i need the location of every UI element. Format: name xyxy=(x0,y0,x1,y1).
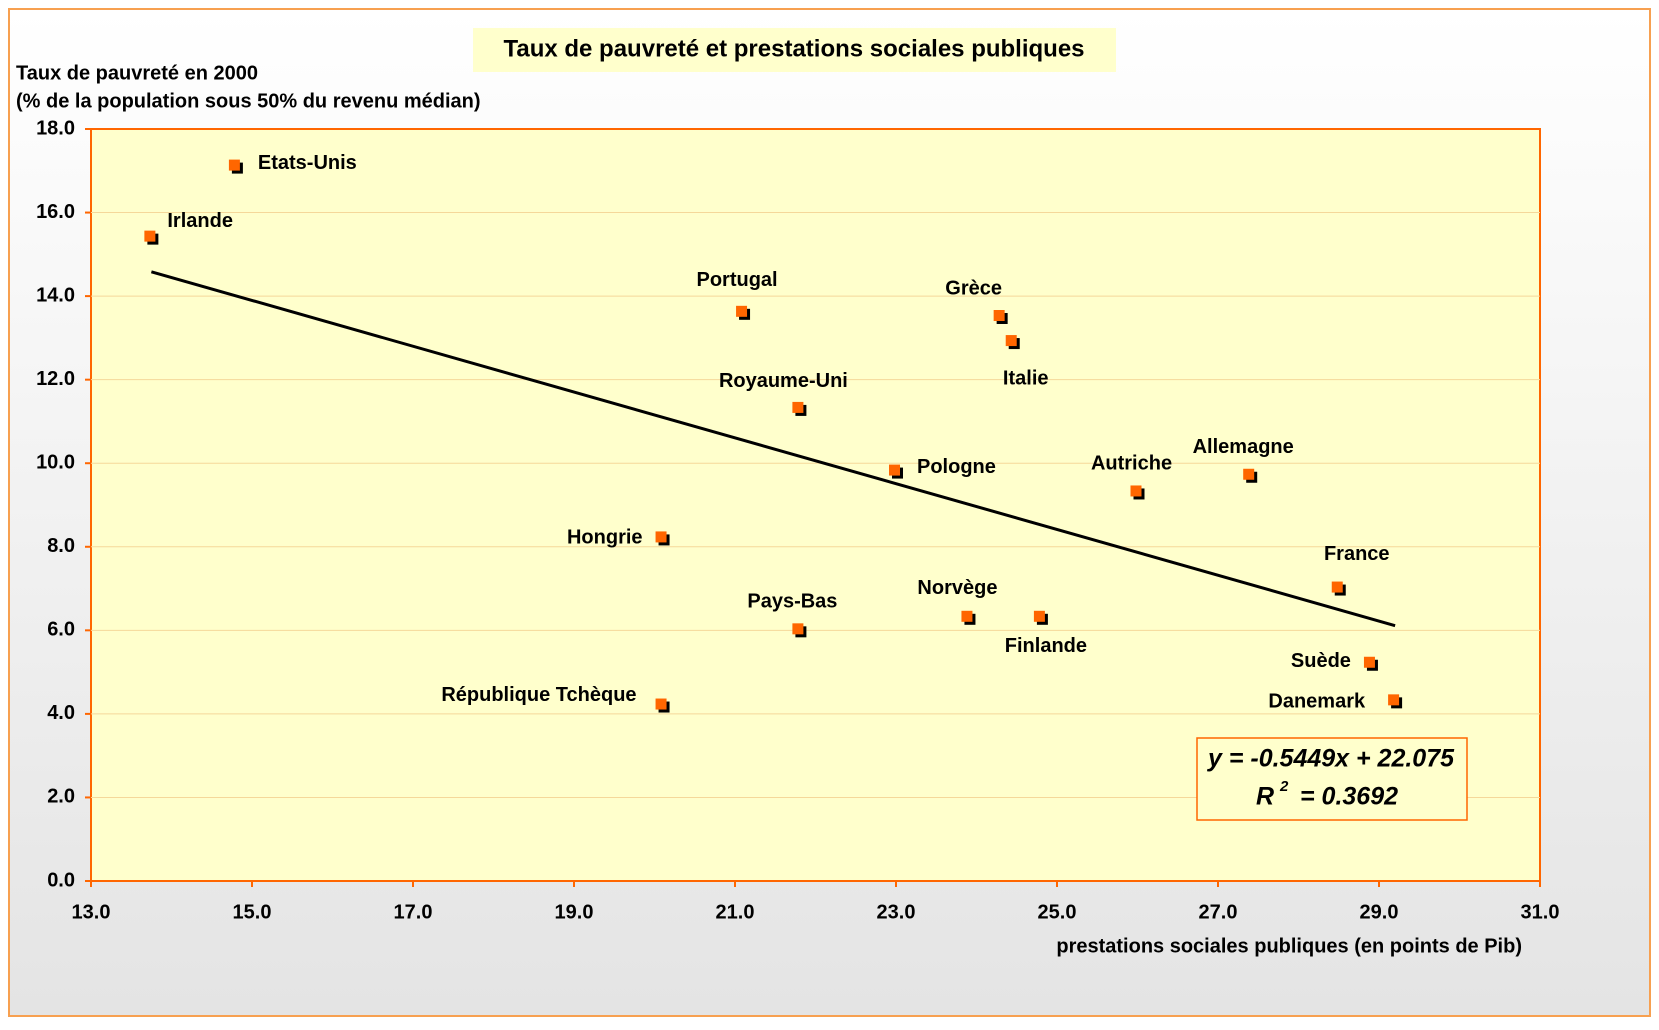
marker xyxy=(1130,485,1142,497)
y-axis-title: (% de la population sous 50% du revenu m… xyxy=(16,90,481,112)
r2-symbol: R xyxy=(1256,783,1274,811)
marker xyxy=(655,698,667,710)
marker xyxy=(792,623,804,635)
equation: y = -0.5449x + 22.075 xyxy=(1206,745,1455,773)
marker xyxy=(736,305,748,317)
y-tick-label: 12.0 xyxy=(36,368,75,390)
r2-value: = 0.3692 xyxy=(1300,783,1398,811)
x-tick-label: 15.0 xyxy=(233,901,272,923)
x-tick-label: 31.0 xyxy=(1521,901,1560,923)
point-label: Suède xyxy=(1291,650,1351,672)
marker xyxy=(1331,581,1343,593)
y-tick-label: 6.0 xyxy=(47,619,75,641)
y-tick-label: 4.0 xyxy=(47,702,75,724)
chart-title: Taux de pauvreté et prestations sociales… xyxy=(503,35,1084,62)
point-label: Finlande xyxy=(1005,635,1087,657)
y-tick-label: 18.0 xyxy=(36,117,75,139)
point-label: Portugal xyxy=(696,269,777,291)
marker xyxy=(1388,694,1400,706)
point-label: Autriche xyxy=(1091,453,1172,475)
x-tick-label: 19.0 xyxy=(555,901,594,923)
title-box xyxy=(473,28,1116,72)
marker xyxy=(144,230,156,242)
y-axis-title: Taux de pauvreté en 2000 xyxy=(16,62,258,84)
x-tick-label: 21.0 xyxy=(716,901,755,923)
point-label: Allemagne xyxy=(1193,436,1294,458)
marker xyxy=(1005,335,1017,347)
x-tick-label: 29.0 xyxy=(1360,901,1399,923)
r2-exponent: 2 xyxy=(1279,778,1289,795)
y-tick-label: 14.0 xyxy=(36,284,75,306)
y-tick-label: 2.0 xyxy=(47,786,75,808)
x-tick-label: 25.0 xyxy=(1038,901,1077,923)
point-label: Irlande xyxy=(167,210,233,232)
point-label: Danemark xyxy=(1268,691,1366,713)
marker xyxy=(993,310,1005,321)
marker xyxy=(1243,468,1255,480)
point-label: Grèce xyxy=(945,277,1002,299)
x-tick-label: 23.0 xyxy=(877,901,916,923)
marker xyxy=(792,401,804,413)
x-tick-label: 27.0 xyxy=(1199,901,1238,923)
point-label: Etats-Unis xyxy=(258,152,357,174)
point-label: République Tchèque xyxy=(441,684,636,706)
point-label: Hongrie xyxy=(567,527,643,549)
point-label: Norvège xyxy=(917,577,997,599)
marker xyxy=(655,531,667,543)
x-tick-label: 13.0 xyxy=(72,901,111,923)
x-tick-label: 17.0 xyxy=(394,901,433,923)
marker xyxy=(1363,656,1375,668)
plot: 0.0 2.0 4.0 6.0 8.0 10.0 12.0 14.0 16.0 18.0 13.0 1… xyxy=(36,117,1559,923)
x-axis-title: prestations sociales publiques (en point… xyxy=(1056,935,1522,957)
point-label: France xyxy=(1324,543,1390,565)
point-label: Pologne xyxy=(917,456,996,478)
y-tick-label: 16.0 xyxy=(36,201,75,223)
point-label: Pays-Bas xyxy=(747,591,837,613)
y-tick-label: 10.0 xyxy=(36,452,75,474)
marker xyxy=(961,610,973,622)
marker xyxy=(1033,610,1045,622)
point-label: Royaume-Uni xyxy=(719,370,848,392)
equation-box xyxy=(1196,737,1468,821)
trend-line xyxy=(150,270,1396,628)
y-tick-label: 8.0 xyxy=(47,535,75,557)
marker xyxy=(228,159,240,171)
marker xyxy=(889,464,900,476)
y-tick-label: 0.0 xyxy=(47,869,75,891)
point-label: Italie xyxy=(1003,367,1049,389)
